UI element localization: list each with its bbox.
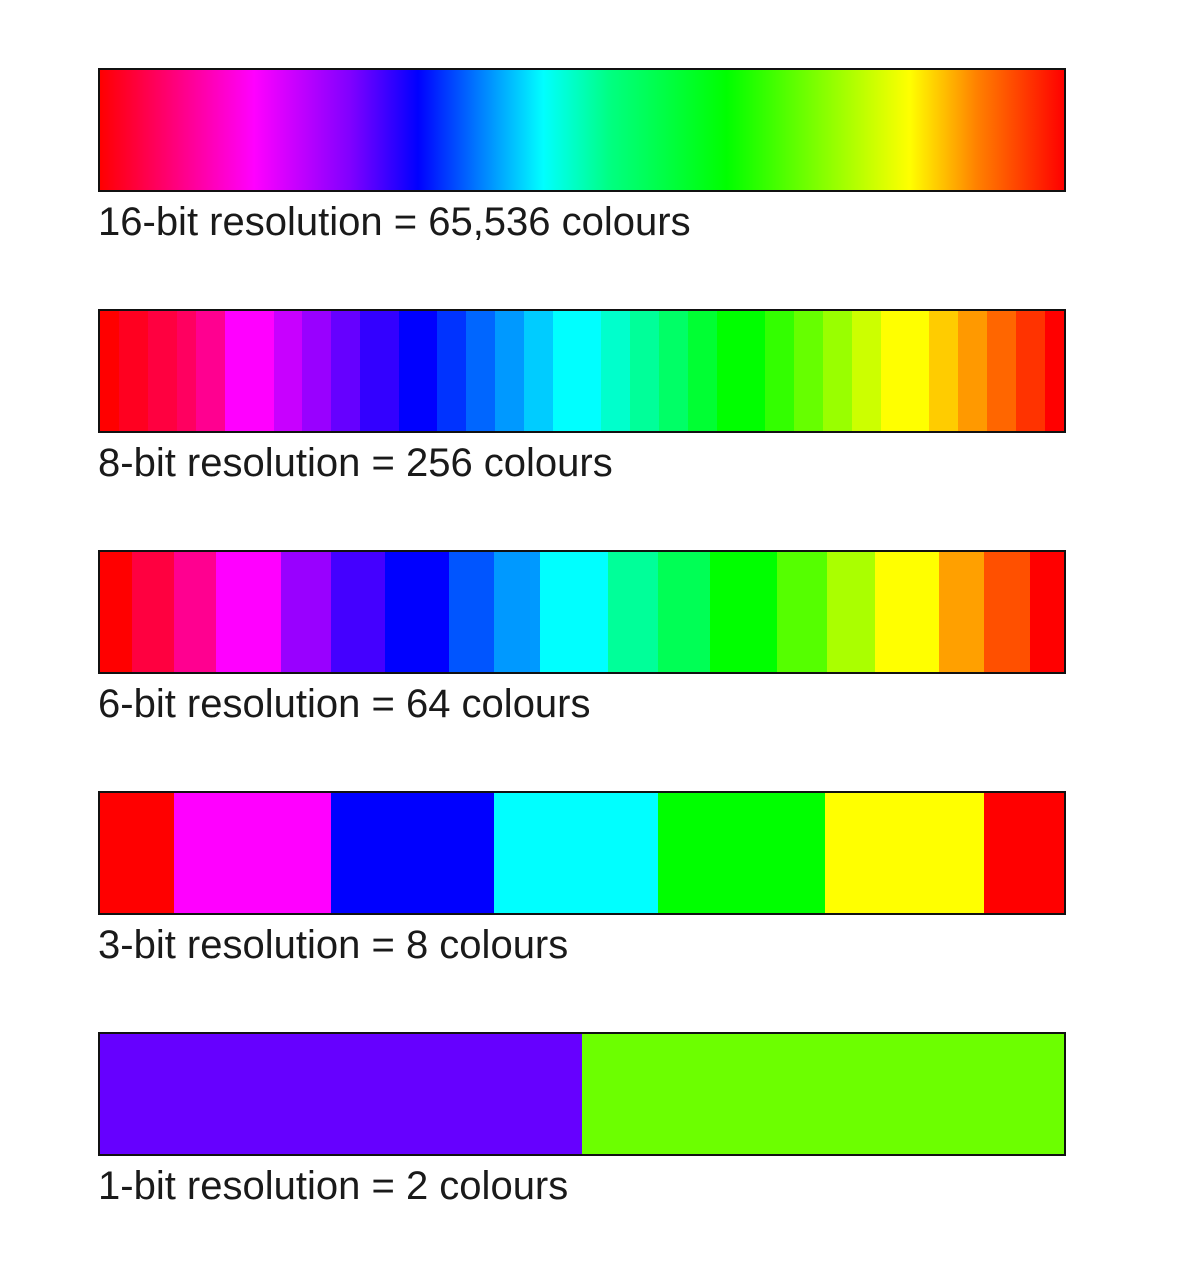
colour-band: [131, 552, 174, 672]
colour-band: [331, 311, 361, 431]
colour-band: [851, 311, 881, 431]
colour-band: [302, 311, 332, 431]
colour-band: [331, 793, 495, 913]
colour-band: [984, 793, 1064, 913]
colour-band: [765, 311, 795, 431]
caption-6-bit: 6-bit resolution = 64 colours: [98, 682, 591, 726]
colour-band: [196, 311, 226, 431]
colour-band: [688, 311, 717, 431]
colour-band: [225, 311, 274, 431]
colour-band: [100, 552, 132, 672]
colour-band: [607, 552, 658, 672]
colour-band: [494, 552, 541, 672]
colour-band: [880, 311, 930, 431]
colour-band: [273, 311, 303, 431]
colour-band: [540, 552, 608, 672]
colour-band: [958, 311, 987, 431]
colour-band: [874, 552, 939, 672]
caption-16-bit: 16-bit resolution = 65,536 colours: [98, 200, 691, 244]
colour-band: [777, 552, 828, 672]
colour-band: [1044, 311, 1064, 431]
colour-band: [1030, 552, 1064, 672]
colour-band: [1015, 311, 1045, 431]
caption-8-bit: 8-bit resolution = 256 colours: [98, 441, 613, 485]
colour-band: [601, 311, 631, 431]
panel-6-bit: 6-bit resolution = 64 colours: [98, 550, 1066, 728]
colour-band: [331, 552, 385, 672]
colour-band: [215, 552, 282, 672]
colour-band: [177, 311, 197, 431]
colour-bar-3-bit: [98, 791, 1066, 915]
colour-band: [929, 311, 959, 431]
colour-band: [938, 552, 985, 672]
colour-bar-6-bit: [98, 550, 1066, 674]
colour-band: [794, 311, 824, 431]
colour-band: [100, 1034, 582, 1154]
colour-bar-16-bit: [98, 68, 1066, 192]
colour-band: [582, 1034, 1064, 1154]
colour-band: [825, 793, 985, 913]
colour-band: [630, 311, 660, 431]
colour-band: [148, 311, 178, 431]
colour-band: [657, 793, 825, 913]
colour-band: [984, 552, 1031, 672]
colour-band: [495, 311, 525, 431]
panel-8-bit: 8-bit resolution = 256 colours: [98, 309, 1066, 487]
caption-3-bit: 3-bit resolution = 8 colours: [98, 923, 569, 967]
panel-1-bit: 1-bit resolution = 2 colours: [98, 1032, 1066, 1210]
colour-band: [466, 311, 496, 431]
panel-3-bit: 3-bit resolution = 8 colours: [98, 791, 1066, 969]
colour-band: [173, 552, 216, 672]
colour-band: [281, 552, 332, 672]
colour-band: [494, 793, 658, 913]
colour-band: [119, 311, 149, 431]
colour-band: [827, 552, 875, 672]
colour-band: [657, 552, 710, 672]
caption-1-bit: 1-bit resolution = 2 colours: [98, 1164, 569, 1208]
colour-band: [553, 311, 602, 431]
colour-bar-1-bit: [98, 1032, 1066, 1156]
colour-band: [823, 311, 852, 431]
colour-band: [384, 552, 449, 672]
colour-band: [100, 311, 120, 431]
colour-band: [524, 311, 554, 431]
colour-band: [659, 311, 689, 431]
colour-bar-8-bit: [98, 309, 1066, 433]
colour-band: [437, 311, 467, 431]
colour-band: [986, 311, 1016, 431]
colour-band: [448, 552, 495, 672]
colour-band: [100, 793, 174, 913]
colour-band: [709, 552, 778, 672]
panel-16-bit: 16-bit resolution = 65,536 colours: [98, 68, 1066, 246]
colour-band: [398, 311, 438, 431]
colour-band: [360, 311, 399, 431]
colour-band: [717, 311, 766, 431]
colour-band: [173, 793, 332, 913]
